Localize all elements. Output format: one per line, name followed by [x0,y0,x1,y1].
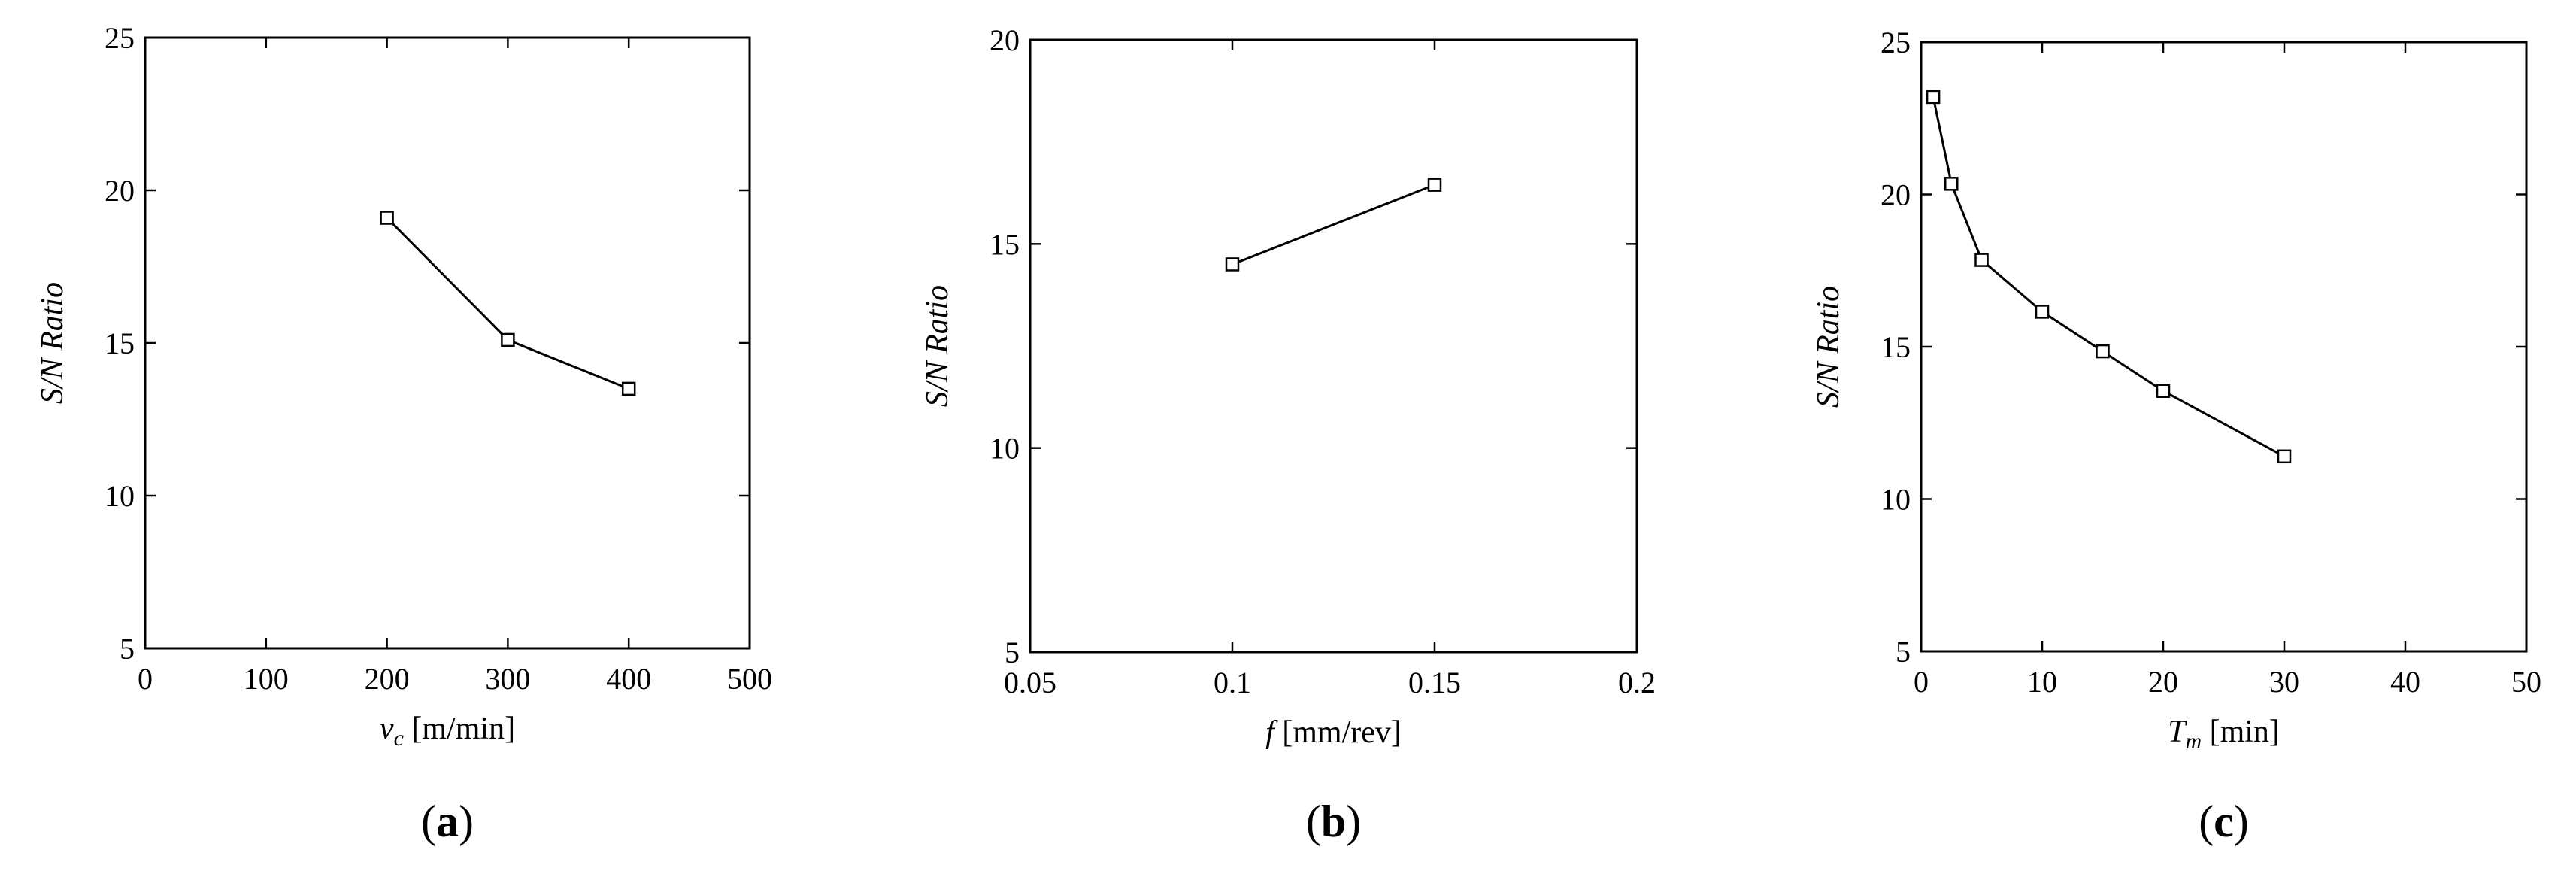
x-tick-label: 0.15 [1408,666,1461,700]
y-tick-label: 15 [989,227,1020,261]
y-ticks: 5 10 15 20 25 [1880,26,2526,669]
x-ticks: 0 10 20 30 40 50 [1914,42,2541,699]
panel-label-letter: a [436,797,459,846]
y-tick-label: 5 [120,632,135,666]
x-tick-label: 20 [2148,665,2178,699]
panel-label-letter: b [1321,797,1346,846]
data-point [2156,384,2171,398]
plot-frame [144,36,751,650]
data-point [1225,257,1240,272]
y-axis-label: S/N Ratio [35,282,70,404]
data-point [1944,177,1959,191]
panel-label-open: ( [1306,797,1321,846]
panel-label: (a) [421,797,474,846]
x-tick-label: 40 [2390,665,2420,699]
y-tick-label: 15 [105,326,135,360]
x-axis-subscript: m [2185,729,2202,754]
x-ticks: 0.05 0.1 0.15 0.2 [1004,40,1656,700]
x-tick-label: 300 [485,662,530,696]
panel-label: (c) [2199,797,2249,846]
y-tick-label: 5 [1896,635,1911,669]
panel-label-close: ) [2234,797,2249,846]
x-tick-label: 0.1 [1214,666,1251,700]
series-line [1232,184,1435,266]
x-tick-label: 500 [727,662,772,696]
data-point [1427,178,1442,192]
data-point [1974,253,1989,267]
x-tick-label: 50 [2511,665,2541,699]
x-axis-label: Tm [min] [2168,715,2280,754]
x-tick-label: 200 [365,662,410,696]
panel-label-letter: c [2214,797,2234,846]
y-tick-label: 25 [105,21,135,55]
y-tick-label: 20 [989,23,1020,57]
x-axis-subscript: c [394,726,404,751]
y-ticks: 5 10 15 20 [989,23,1637,669]
panel-label: (b) [1306,797,1361,846]
plot-frame [1029,38,1638,654]
x-axis-unit: [min] [2202,715,2280,749]
x-axis-label: f [mm/rev] [1265,715,1402,750]
y-tick-label: 25 [1880,26,1911,59]
y-tick-label: 10 [1880,483,1911,517]
x-tick-label: 400 [606,662,651,696]
x-axis-symbol: T [2168,715,2187,749]
chart-panel-c: 0 10 20 30 40 50 5 10 15 20 25 Tm [min] S/N Ratio (c) [1811,26,2541,846]
x-tick-label: 0.05 [1004,666,1056,700]
y-tick-label: 5 [1005,636,1020,669]
data-point [2096,344,2110,359]
y-axis-label: S/N Ratio [1811,286,1846,408]
chart-panel-b: 0.05 0.1 0.15 0.2 5 10 15 20 f [mm/rev] S/N Ratio… [920,23,1656,846]
data-point [501,332,515,347]
x-tick-label: 10 [2027,665,2057,699]
data-point [2277,449,2292,464]
x-tick-label: 0.2 [1618,666,1656,700]
x-axis-unit: [mm/rev] [1274,715,1402,750]
series-line [1932,96,2285,458]
x-tick-label: 30 [2269,665,2299,699]
y-tick-label: 10 [989,432,1020,466]
data-point [2035,305,2050,319]
y-ticks: 5 10 15 20 25 [105,21,750,666]
y-tick-label: 15 [1880,330,1911,364]
x-axis-unit: [m/min] [404,712,515,746]
panel-label-close: ) [459,797,474,846]
x-ticks: 0 100 200 300 400 500 [138,38,772,696]
y-tick-label: 20 [105,174,135,208]
x-axis-symbol: v [380,712,394,746]
panel-label-close: ) [1346,797,1361,846]
y-axis-label: S/N Ratio [920,285,955,407]
x-tick-label: 0 [1914,665,1929,699]
data-point [621,381,636,396]
y-tick-label: 20 [1880,178,1911,212]
chart-panel-a: 0 100 200 300 400 500 5 10 15 20 25 vc [m/min] S/N R… [35,21,772,846]
x-tick-label: 100 [244,662,289,696]
panel-label-open: ( [421,797,436,846]
panel-label-open: ( [2199,797,2214,846]
data-point [380,211,394,225]
x-tick-label: 0 [138,662,153,696]
series-line [386,217,629,390]
data-point [1926,90,1941,105]
plot-frame [1920,41,2528,653]
y-tick-label: 10 [105,479,135,513]
x-axis-label: vc [m/min] [380,712,515,751]
